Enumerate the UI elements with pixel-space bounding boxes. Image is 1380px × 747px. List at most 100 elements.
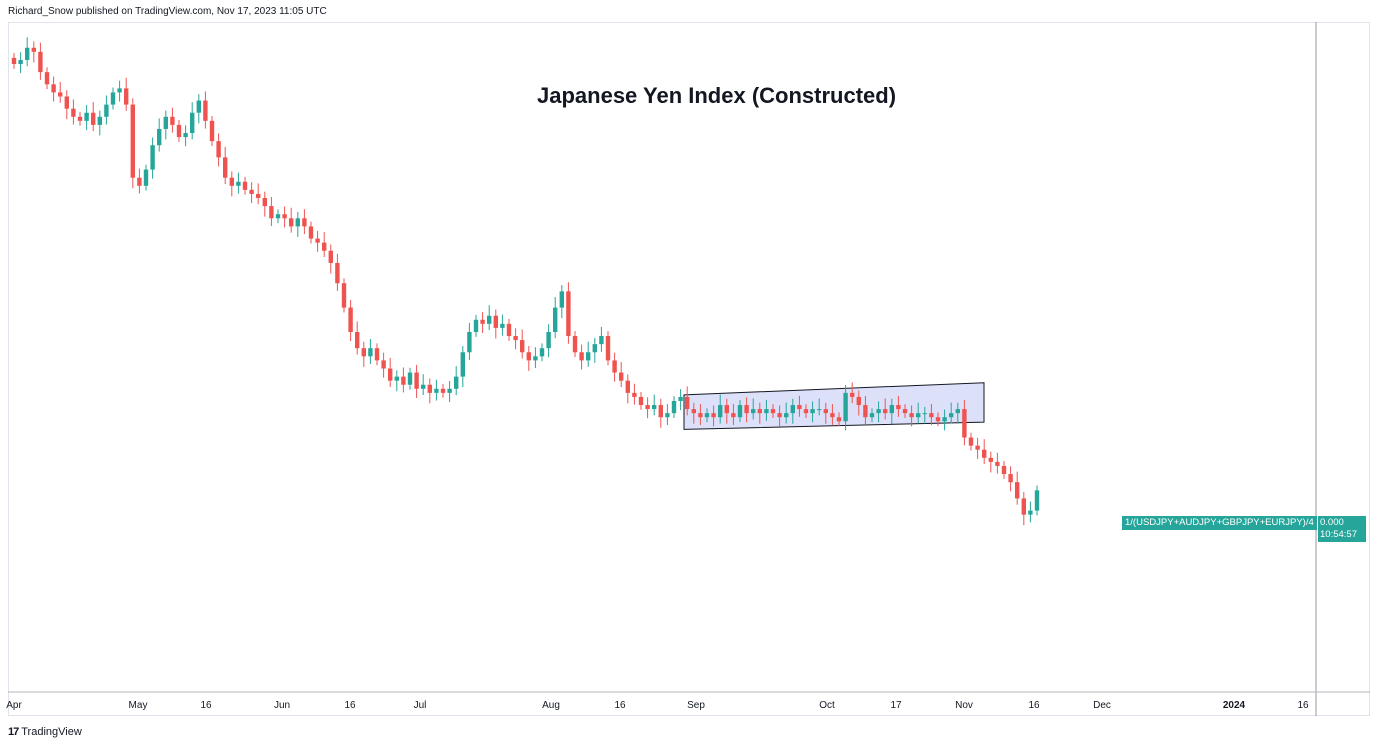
candle <box>671 396 677 419</box>
candle <box>401 367 406 393</box>
candle-body <box>440 388 446 393</box>
candle-body <box>830 413 835 418</box>
candle-body <box>916 413 921 418</box>
range-box-layer <box>683 382 985 430</box>
candle-body <box>500 323 505 328</box>
candle-body <box>836 417 842 422</box>
candle <box>348 299 353 342</box>
candle-body <box>810 409 815 414</box>
candle-body <box>764 409 769 414</box>
candle-body <box>704 413 710 418</box>
candle <box>698 404 703 425</box>
candle-body <box>784 413 789 418</box>
candle <box>744 397 749 423</box>
candle <box>962 399 967 446</box>
candle-body <box>77 116 83 121</box>
candle-body <box>711 413 716 418</box>
candle-body <box>64 96 69 109</box>
candle <box>638 392 644 410</box>
candle-body <box>480 319 485 324</box>
candle-body <box>909 413 914 418</box>
candle <box>711 405 716 427</box>
candle <box>612 352 617 382</box>
tradingview-logo[interactable]: 17 TradingView <box>8 726 82 738</box>
candle <box>460 345 465 388</box>
x-tick-label: Dec <box>1093 700 1111 711</box>
candle <box>275 209 281 224</box>
candle-body <box>454 376 459 389</box>
candle <box>869 408 875 423</box>
candle-body <box>968 437 974 446</box>
candle-body <box>1015 482 1020 499</box>
candle <box>949 402 954 424</box>
candle-body <box>652 405 657 410</box>
candle <box>203 91 208 129</box>
candle-body <box>625 380 630 393</box>
candle-body <box>751 409 756 414</box>
candle-body <box>447 388 452 393</box>
candle <box>863 395 868 425</box>
candle <box>770 404 776 419</box>
candle <box>810 401 815 423</box>
candle <box>685 386 690 416</box>
candle <box>308 221 314 244</box>
candle-body <box>553 307 558 332</box>
candle <box>836 412 842 427</box>
candle <box>1034 485 1040 516</box>
candle <box>968 432 974 451</box>
candle <box>850 382 855 404</box>
candle-body <box>269 206 274 219</box>
candle-body <box>632 392 637 397</box>
candle <box>454 366 459 396</box>
candle-body <box>803 409 809 414</box>
series-label: 1/(USDJPY+AUDJPY+GBPJPY+EURJPY)/4 <box>1122 516 1317 530</box>
candle <box>368 339 373 365</box>
candle-body <box>170 116 175 125</box>
candle-body <box>592 344 597 353</box>
candle <box>678 389 683 411</box>
candle <box>737 400 743 423</box>
candle-body <box>407 372 413 385</box>
candle-body <box>374 348 380 361</box>
x-tick-label: 17 <box>890 700 902 711</box>
candle <box>856 390 861 416</box>
candle <box>751 398 756 420</box>
candle-body <box>1034 490 1040 511</box>
candle-body <box>671 400 677 414</box>
candle <box>335 253 340 291</box>
candle-body <box>526 352 531 361</box>
candle <box>691 402 696 424</box>
chart-frame[interactable] <box>8 22 1370 716</box>
candle <box>58 81 63 103</box>
candle-body <box>25 47 30 60</box>
candle <box>374 343 380 366</box>
candle <box>394 370 399 392</box>
candle-body <box>883 409 888 414</box>
candle <box>935 412 941 427</box>
candle-body <box>130 104 135 178</box>
x-tick-label: 16 <box>200 700 212 711</box>
candle-body <box>487 315 492 324</box>
candle-body <box>203 100 208 121</box>
candle <box>718 394 723 424</box>
candle-body <box>401 376 406 385</box>
x-tick-label: Nov <box>955 700 973 711</box>
candle <box>447 381 452 402</box>
candle <box>322 232 327 258</box>
candle <box>1001 461 1007 479</box>
candle <box>104 95 109 125</box>
candle <box>196 94 201 124</box>
candle-body <box>935 417 941 422</box>
candle-body <box>619 372 624 381</box>
candle-body <box>368 348 373 357</box>
candle-body <box>328 250 333 263</box>
candle <box>302 209 307 235</box>
candle <box>520 329 525 359</box>
candle <box>31 41 36 63</box>
candle-body <box>718 405 723 418</box>
candle <box>513 328 518 350</box>
candle-body <box>315 238 320 243</box>
candle <box>1015 471 1020 505</box>
candle <box>830 404 835 425</box>
